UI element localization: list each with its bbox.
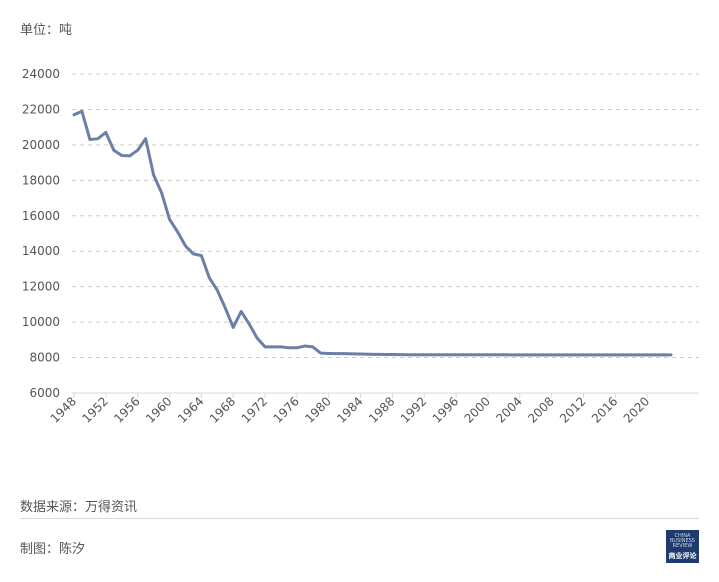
x-tick-label: 1972 <box>239 394 270 425</box>
x-tick-label: 1980 <box>302 394 333 425</box>
y-tick-label: 12000 <box>22 280 60 294</box>
x-tick-label: 1988 <box>366 394 397 425</box>
x-axis <box>72 392 699 398</box>
series-layer <box>72 109 673 357</box>
x-tick-label: 2020 <box>621 394 652 425</box>
x-tick-label: 1956 <box>111 394 142 425</box>
x-tick-label: 2004 <box>493 394 524 425</box>
chart-author: 制图：陈汐 <box>20 542 86 557</box>
x-tick-label: 1952 <box>79 394 110 425</box>
line-chart: 6000 8000 10000 12000 14000 16000 18000 20000 22… <box>22 67 699 426</box>
publisher-logo: CHINA BUSINESS REVIEW 商业评论 <box>666 530 699 563</box>
y-tick-label: 10000 <box>22 315 60 329</box>
y-tick-label: 22000 <box>22 102 60 116</box>
x-axis-tick-labels: 1948 1952 1956 1960 1964 1968 1972 1976 1980 1984… <box>48 394 653 425</box>
y-tick-label: 14000 <box>22 244 60 258</box>
footer-divider <box>20 518 699 519</box>
x-tick-label: 1976 <box>271 394 302 425</box>
x-tick-label: 2012 <box>557 394 588 425</box>
x-tick-label: 2008 <box>525 394 556 425</box>
x-tick-label: 2016 <box>589 394 620 425</box>
x-tick-label: 1968 <box>207 394 238 425</box>
unit-label: 单位：吨 <box>20 23 73 38</box>
logo-text: 商业评论 <box>668 552 697 560</box>
y-tick-label: 16000 <box>22 209 60 223</box>
y-tick-label: 18000 <box>22 173 60 187</box>
x-tick-label: 1964 <box>175 394 206 425</box>
y-axis-tick-labels: 6000 8000 10000 12000 14000 16000 18000 20000 22… <box>22 67 60 400</box>
x-tick-label: 2000 <box>462 394 493 425</box>
data-source: 数据来源：万得资讯 <box>20 500 138 515</box>
x-tick-label: 1960 <box>143 394 174 425</box>
logo-caption: CHINA BUSINESS REVIEW <box>670 533 695 549</box>
gridlines <box>72 73 699 359</box>
y-tick-label: 20000 <box>22 138 60 152</box>
series-line <box>72 109 673 357</box>
x-tick-label: 1996 <box>430 394 461 425</box>
y-tick-label: 8000 <box>29 351 60 365</box>
x-tick-label: 1992 <box>398 394 429 425</box>
x-tick-label: 1984 <box>334 394 365 425</box>
y-tick-label: 24000 <box>22 67 60 81</box>
y-tick-label: 6000 <box>29 386 60 400</box>
